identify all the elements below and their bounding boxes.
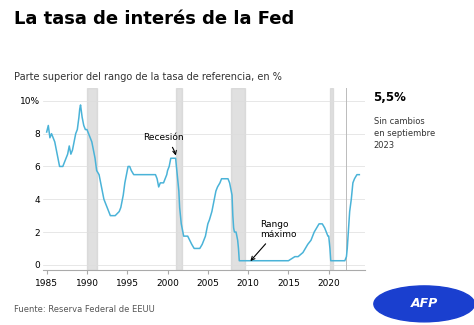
Bar — [175, 88, 182, 270]
Ellipse shape — [374, 286, 474, 322]
Text: AFP: AFP — [410, 297, 438, 310]
Bar — [329, 88, 333, 270]
Text: 5,5%: 5,5% — [374, 91, 406, 104]
Text: Rango
máximo: Rango máximo — [251, 220, 297, 260]
Text: Recesión: Recesión — [143, 133, 184, 154]
Text: Parte superior del rango de la tasa de referencia, en %: Parte superior del rango de la tasa de r… — [14, 72, 282, 82]
Text: Fuente: Reserva Federal de EEUU: Fuente: Reserva Federal de EEUU — [14, 305, 155, 314]
Text: Sin cambios
en septiembre
2023: Sin cambios en septiembre 2023 — [374, 117, 435, 150]
Bar — [231, 88, 245, 270]
Text: La tasa de interés de la Fed: La tasa de interés de la Fed — [14, 10, 294, 28]
Bar — [87, 88, 98, 270]
